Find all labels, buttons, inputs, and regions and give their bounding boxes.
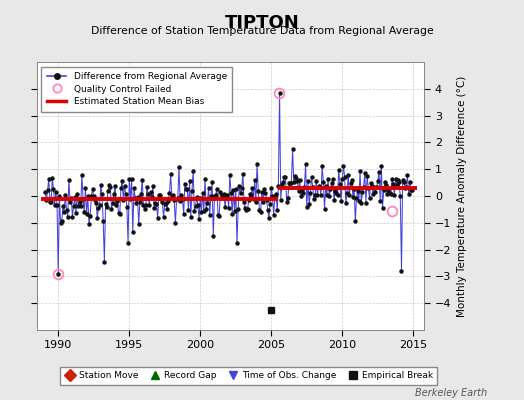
Legend: Station Move, Record Gap, Time of Obs. Change, Empirical Break: Station Move, Record Gap, Time of Obs. C… bbox=[60, 367, 438, 385]
Legend: Difference from Regional Average, Quality Control Failed, Estimated Station Mean: Difference from Regional Average, Qualit… bbox=[41, 66, 232, 112]
Text: Difference of Station Temperature Data from Regional Average: Difference of Station Temperature Data f… bbox=[91, 26, 433, 36]
Y-axis label: Monthly Temperature Anomaly Difference (°C): Monthly Temperature Anomaly Difference (… bbox=[457, 75, 467, 317]
Text: TIPTON: TIPTON bbox=[225, 14, 299, 32]
Text: Berkeley Earth: Berkeley Earth bbox=[415, 388, 487, 398]
